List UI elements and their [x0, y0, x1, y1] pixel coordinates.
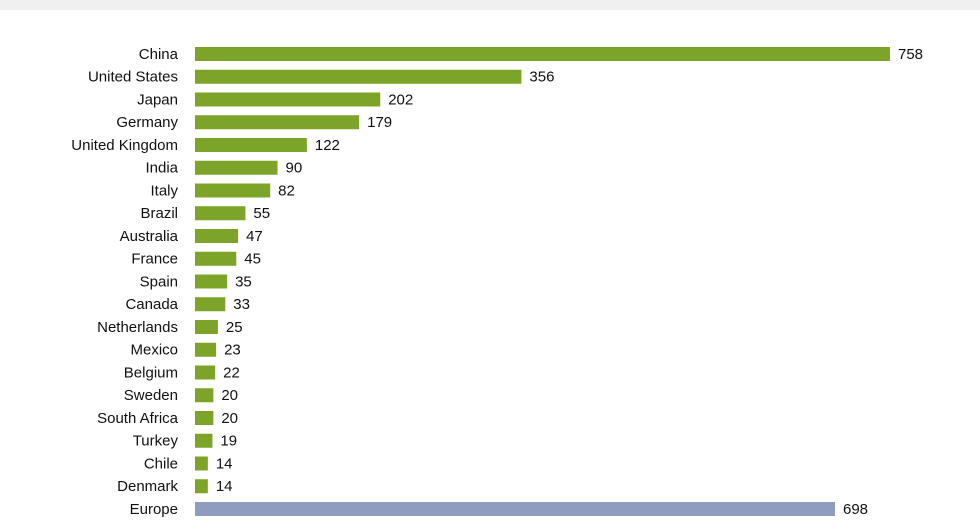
- bar: [195, 297, 226, 312]
- value-label: 23: [224, 342, 241, 359]
- category-label: United States: [88, 69, 178, 86]
- value-label: 45: [244, 251, 261, 268]
- category-label: Belgium: [124, 364, 178, 381]
- value-label: 14: [216, 455, 233, 472]
- bar: [195, 320, 218, 334]
- value-label: 25: [226, 319, 243, 336]
- category-label: South Africa: [97, 410, 179, 427]
- category-label: Germany: [116, 114, 178, 131]
- value-label: 202: [388, 91, 413, 108]
- category-label: Italy: [150, 182, 178, 199]
- category-label: Canada: [125, 296, 178, 313]
- bar: [195, 92, 381, 107]
- category-label: Netherlands: [97, 319, 178, 336]
- category-label: Mexico: [130, 342, 178, 359]
- bar: [195, 138, 307, 152]
- category-label: Brazil: [140, 205, 178, 222]
- bar: [195, 47, 890, 61]
- category-label: China: [139, 46, 179, 63]
- bar: [195, 160, 278, 175]
- bar: [195, 115, 360, 130]
- category-label: Spain: [140, 273, 178, 290]
- bar: [195, 229, 239, 243]
- value-label: 698: [843, 501, 868, 518]
- category-label: Australia: [120, 228, 179, 245]
- value-label: 20: [221, 410, 238, 427]
- bar: [195, 502, 835, 516]
- bar: [195, 456, 208, 471]
- top-strip: [0, 0, 980, 10]
- value-label: 33: [233, 296, 250, 313]
- value-label: 356: [529, 69, 554, 86]
- category-label: Denmark: [117, 478, 178, 495]
- category-label: Europe: [130, 501, 178, 518]
- value-label: 20: [221, 387, 238, 404]
- bar: [195, 251, 237, 266]
- value-label: 47: [246, 228, 263, 245]
- category-label: Turkey: [133, 433, 179, 450]
- category-label: Chile: [144, 455, 178, 472]
- category-label: Sweden: [124, 387, 178, 404]
- value-label: 22: [223, 364, 240, 381]
- value-label: 758: [898, 46, 923, 63]
- bar: [195, 183, 271, 198]
- bar: [195, 433, 213, 448]
- bar: [195, 365, 216, 380]
- bar: [195, 274, 228, 289]
- value-label: 179: [367, 114, 392, 131]
- category-label: United Kingdom: [71, 137, 178, 154]
- bar: [195, 206, 246, 221]
- bar: [195, 411, 214, 425]
- category-label: Japan: [137, 91, 178, 108]
- bar: [195, 388, 214, 403]
- value-label: 90: [286, 160, 303, 177]
- value-label: 55: [253, 205, 270, 222]
- value-label: 82: [278, 182, 295, 199]
- category-label: France: [131, 251, 178, 268]
- value-label: 14: [216, 478, 233, 495]
- bar: [195, 342, 217, 357]
- value-label: 122: [315, 137, 340, 154]
- value-label: 35: [235, 273, 252, 290]
- category-label: India: [145, 160, 178, 177]
- bar: [195, 479, 208, 494]
- bar: [195, 69, 522, 84]
- value-label: 19: [220, 433, 237, 450]
